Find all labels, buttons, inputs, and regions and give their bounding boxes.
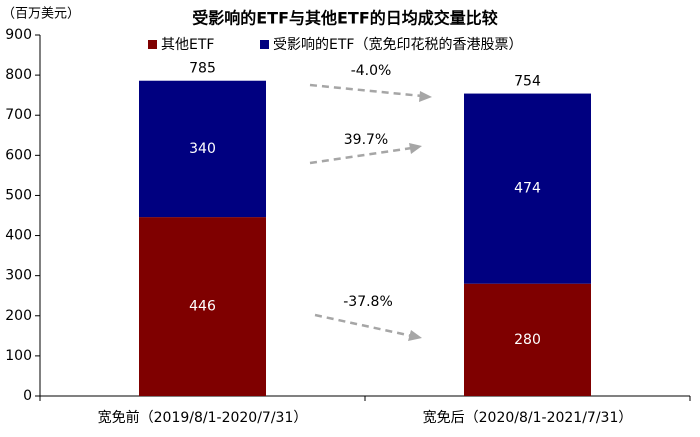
legend-swatch <box>260 40 269 49</box>
bar-segment <box>139 217 266 396</box>
y-tick-label: 700 <box>5 107 32 123</box>
chart-title: 受影响的ETF与其他ETF的日均成交量比较 <box>192 9 498 28</box>
value-label: 474 <box>514 181 541 197</box>
arrow-heads <box>408 91 432 341</box>
x-tick-label: 宽免前（2019/8/1-2020/7/31） <box>98 409 308 426</box>
annotation: -4.0% <box>351 63 392 79</box>
y-tick-label: 900 <box>5 27 32 43</box>
y-unit: （百万美元） <box>2 7 80 22</box>
value-label: 340 <box>189 141 216 157</box>
bar-segment <box>464 283 591 396</box>
y-tick-label: 800 <box>5 67 32 83</box>
value-label: 280 <box>514 332 541 348</box>
y-tick-label: 0 <box>23 388 32 404</box>
bar-segment <box>139 80 266 218</box>
annotation: 39.7% <box>344 132 388 148</box>
value-label: 446 <box>189 299 216 315</box>
y-tick-label: 300 <box>5 268 32 284</box>
y-tick-label: 400 <box>5 228 32 244</box>
legend-label: 其他ETF <box>161 37 214 53</box>
y-tick-label: 100 <box>5 348 32 364</box>
arrows <box>309 83 423 338</box>
legend-label: 受影响的ETF（宽免印花税的香港股票） <box>273 36 522 53</box>
total-label: 754 <box>514 74 541 90</box>
total-label: 785 <box>189 61 216 77</box>
y-tick-label: 200 <box>5 308 32 324</box>
y-tick-label: 500 <box>5 187 32 203</box>
y-tick-label: 600 <box>5 147 32 163</box>
bar-segment <box>464 93 591 284</box>
annotation: -37.8% <box>343 294 393 310</box>
x-tick-label: 宽免后（2020/8/1-2021/7/31） <box>423 409 633 426</box>
legend-swatch <box>148 40 157 49</box>
